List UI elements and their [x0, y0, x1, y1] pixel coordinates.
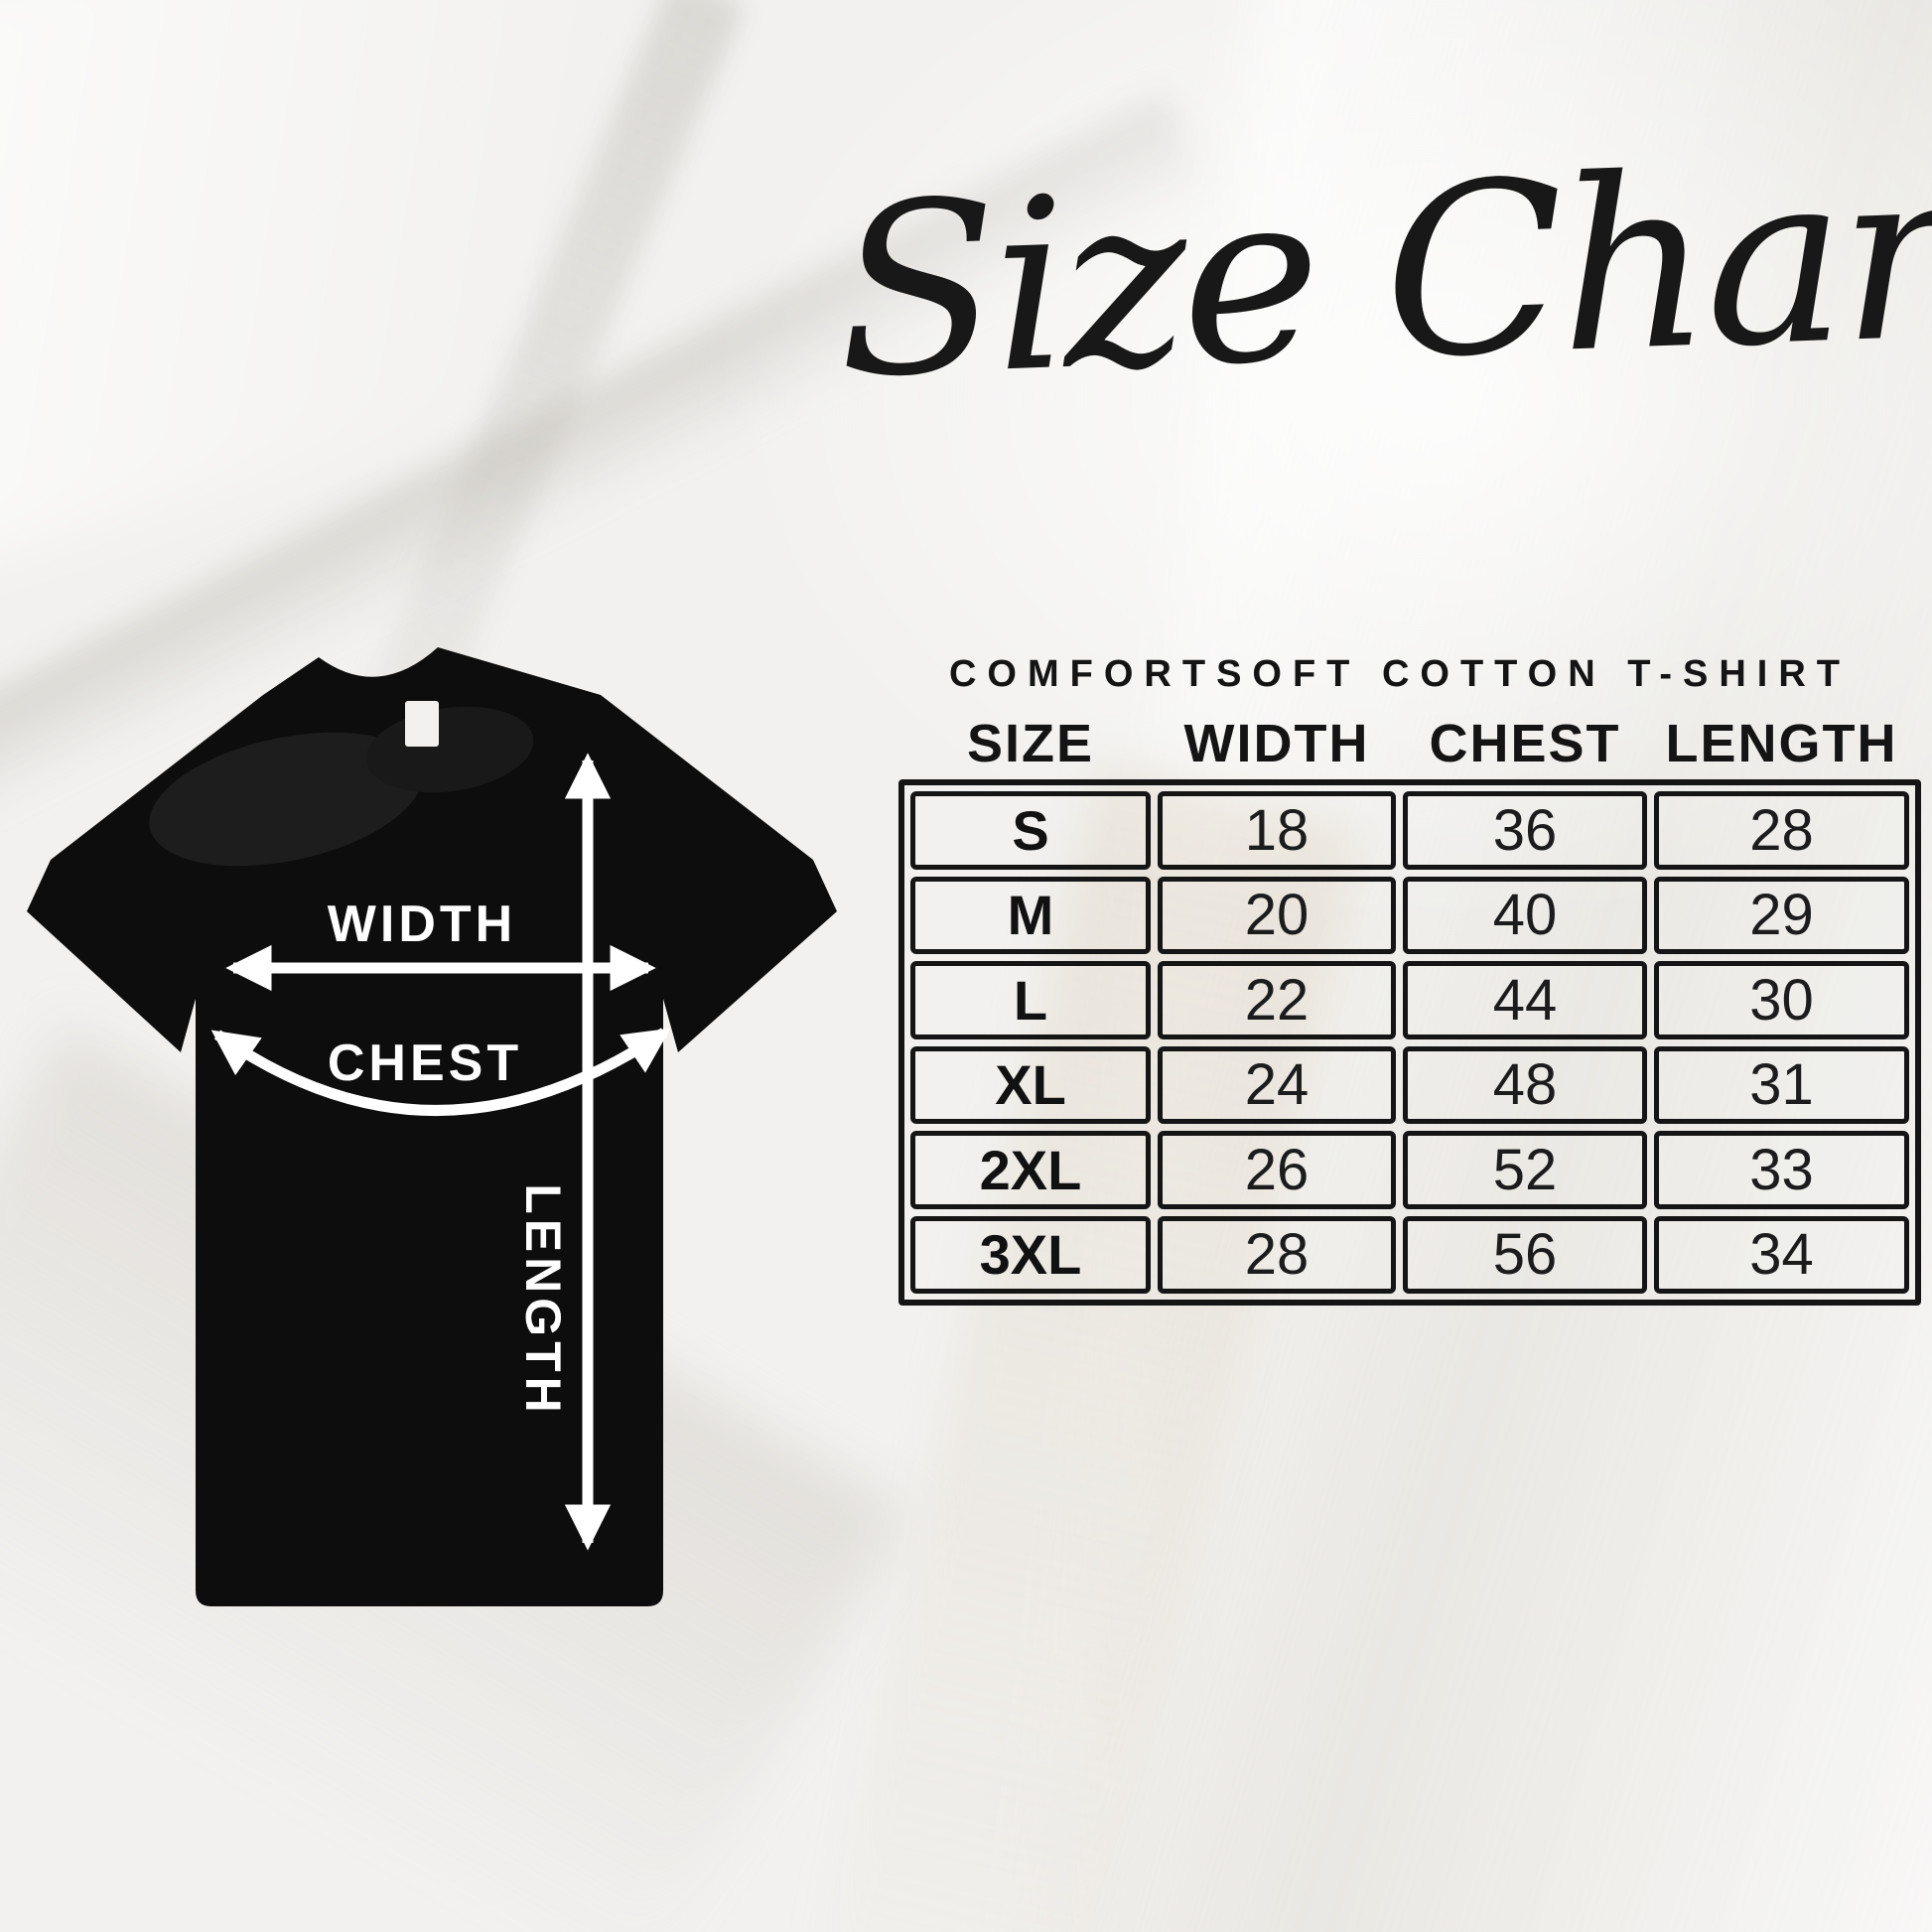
- tshirt-silhouette: [27, 647, 837, 1606]
- chest-cell: 36: [1403, 791, 1647, 870]
- chest-cell: 40: [1403, 876, 1647, 954]
- page-title: Size Chart: [832, 113, 1932, 431]
- size-cell: S: [910, 791, 1151, 870]
- chest-cell: 48: [1403, 1045, 1647, 1124]
- size-cell: M: [910, 876, 1151, 954]
- width-cell: 28: [1158, 1215, 1396, 1294]
- size-cell: XL: [910, 1045, 1151, 1124]
- faint-chest-print: [149, 732, 423, 867]
- product-subtitle: COMFORTSOFT COTTON T-SHIRT: [948, 653, 1852, 695]
- chest-label: CHEST: [328, 1035, 522, 1092]
- neck-tag: [405, 701, 439, 747]
- column-header-length: LENGTH: [1665, 714, 1898, 773]
- width-cell: 26: [1158, 1131, 1396, 1209]
- size-table: S 18 36 28 M 20 40 29 L 22 44 30 XL 24 4…: [898, 779, 1921, 1306]
- size-table-header: SIZE WIDTH CHEST LENGTH: [898, 713, 1921, 774]
- width-cell: 20: [1158, 876, 1396, 954]
- length-cell: 28: [1654, 791, 1909, 870]
- chest-cell: 52: [1403, 1131, 1647, 1209]
- width-cell: 24: [1158, 1045, 1396, 1124]
- length-cell: 31: [1654, 1045, 1909, 1124]
- column-header-width: WIDTH: [1183, 714, 1370, 773]
- tshirt-measurement-diagram: WIDTH CHEST LENGTH: [23, 635, 847, 1638]
- column-header-size: SIZE: [966, 714, 1095, 773]
- width-cell: 18: [1158, 791, 1396, 870]
- length-cell: 34: [1654, 1215, 1909, 1294]
- column-header-chest: CHEST: [1429, 714, 1621, 773]
- size-cell: 3XL: [910, 1215, 1151, 1294]
- size-cell: 2XL: [910, 1131, 1151, 1209]
- length-cell: 30: [1654, 961, 1909, 1039]
- chest-cell: 44: [1403, 961, 1647, 1039]
- chest-cell: 56: [1403, 1215, 1647, 1294]
- length-label: LENGTH: [515, 1183, 571, 1418]
- length-cell: 29: [1654, 876, 1909, 954]
- size-cell: L: [910, 961, 1151, 1039]
- width-cell: 22: [1158, 961, 1396, 1039]
- length-cell: 33: [1654, 1131, 1909, 1209]
- width-label: WIDTH: [328, 896, 516, 953]
- tshirt-diagram-svg: WIDTH CHEST LENGTH: [27, 647, 837, 1606]
